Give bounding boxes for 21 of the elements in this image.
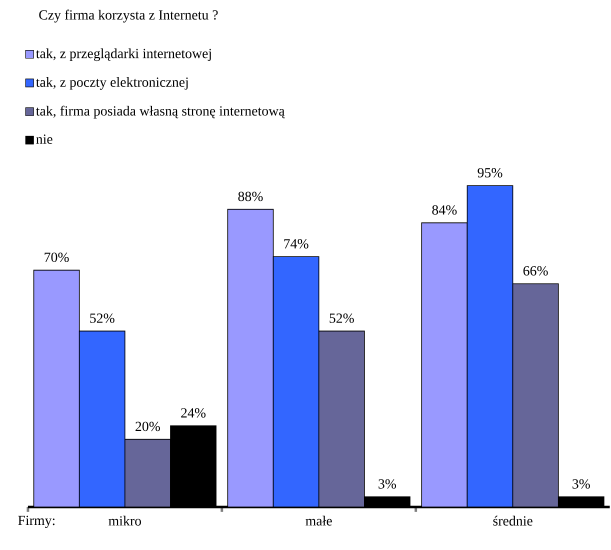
data-label: 84%	[432, 205, 457, 215]
data-label: 52%	[90, 314, 114, 323]
x-tick-label: średnie	[493, 516, 532, 526]
data-label: 52%	[330, 314, 354, 323]
x-tick-label: małe	[306, 516, 332, 526]
data-label: 20%	[136, 422, 160, 432]
data-label: 3%	[572, 479, 590, 489]
data-label: 95%	[478, 168, 502, 178]
data-label: 3%	[378, 479, 396, 489]
data-label: 70%	[44, 252, 69, 262]
chart-title: Czy firma korzysta z Internetu ?	[39, 10, 218, 23]
x-axis-title: Firmy:	[18, 516, 55, 528]
data-label: 66%	[523, 266, 548, 276]
data-label: 24%	[181, 408, 206, 418]
legend-label: nie	[36, 134, 52, 144]
data-label: 74%	[284, 239, 308, 249]
legend-label: tak, z poczty elektronicznej	[36, 77, 188, 90]
legend-label: tak, firma posiada własną stronę internetową	[36, 106, 285, 119]
x-tick-label: mikro	[108, 516, 142, 526]
legend-label: tak, z przeglądarki internetowej	[36, 48, 211, 62]
data-label: 88%	[238, 192, 263, 202]
